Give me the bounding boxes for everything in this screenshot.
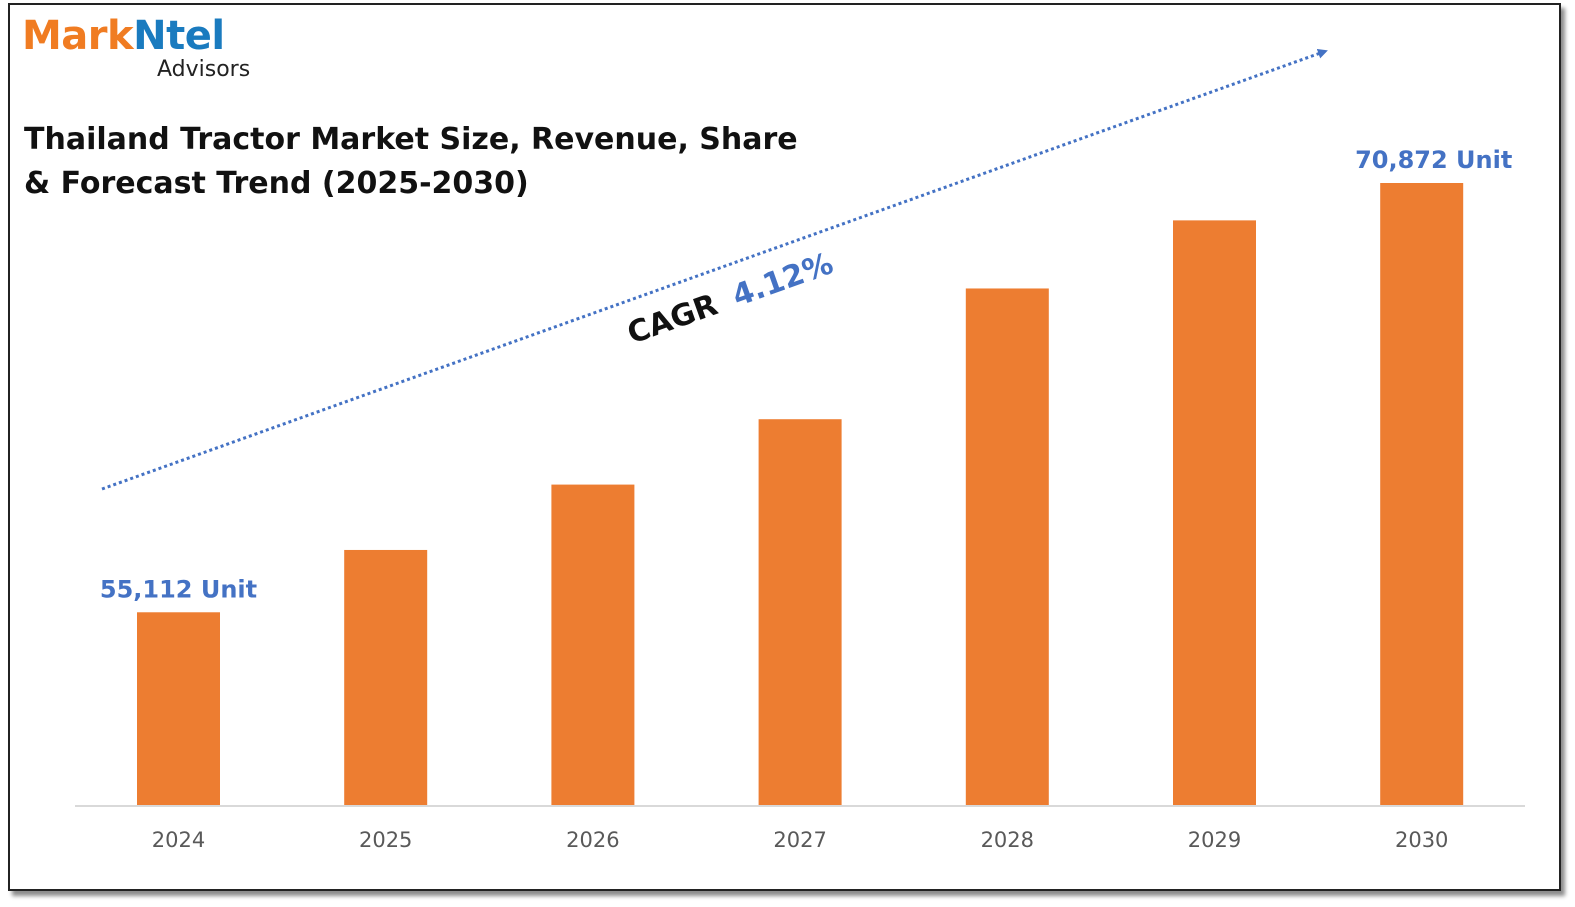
chart-title: Thailand Tractor Market Size, Revenue, S…: [24, 122, 798, 201]
x-tick-labels: 2024 2025 2026 2027 2028 2029 2030: [152, 828, 1449, 852]
x-tick-2028: 2028: [981, 828, 1034, 852]
bar-2026: [551, 484, 635, 806]
bar-2029: [1173, 220, 1256, 806]
data-label-2024: 55,112 Unit: [100, 575, 257, 603]
cagr-annotation: CAGR 4.12%: [623, 246, 838, 351]
marktel-logo: MarkNtel Advisors: [22, 12, 267, 84]
x-tick-2024: 2024: [152, 828, 205, 852]
bar-2030: [1380, 183, 1464, 806]
cagr-label: CAGR: [623, 287, 722, 351]
bar-series: [137, 183, 1464, 806]
logo-ntel-part: Ntel: [133, 13, 225, 59]
bar-2027: [758, 419, 842, 806]
cagr-trend-arrow: [101, 48, 1328, 491]
bar-2028: [965, 288, 1049, 806]
x-tick-2030: 2030: [1395, 828, 1448, 852]
logo-subtitle: Advisors: [157, 57, 251, 82]
data-label-2030: 70,872 Unit: [1355, 146, 1512, 174]
x-tick-2029: 2029: [1188, 828, 1241, 852]
logo-wordmark: MarkNtel: [22, 12, 225, 60]
bar-2024: [137, 612, 220, 806]
bar-2025: [344, 549, 428, 806]
cagr-value: 4.12%: [728, 246, 838, 314]
logo-mark-part: Mark: [22, 13, 134, 59]
x-tick-2027: 2027: [773, 828, 826, 852]
data-labels: 55,112 Unit 70,872 Unit: [100, 146, 1512, 603]
x-tick-2026: 2026: [566, 828, 619, 852]
x-tick-2025: 2025: [359, 828, 412, 852]
